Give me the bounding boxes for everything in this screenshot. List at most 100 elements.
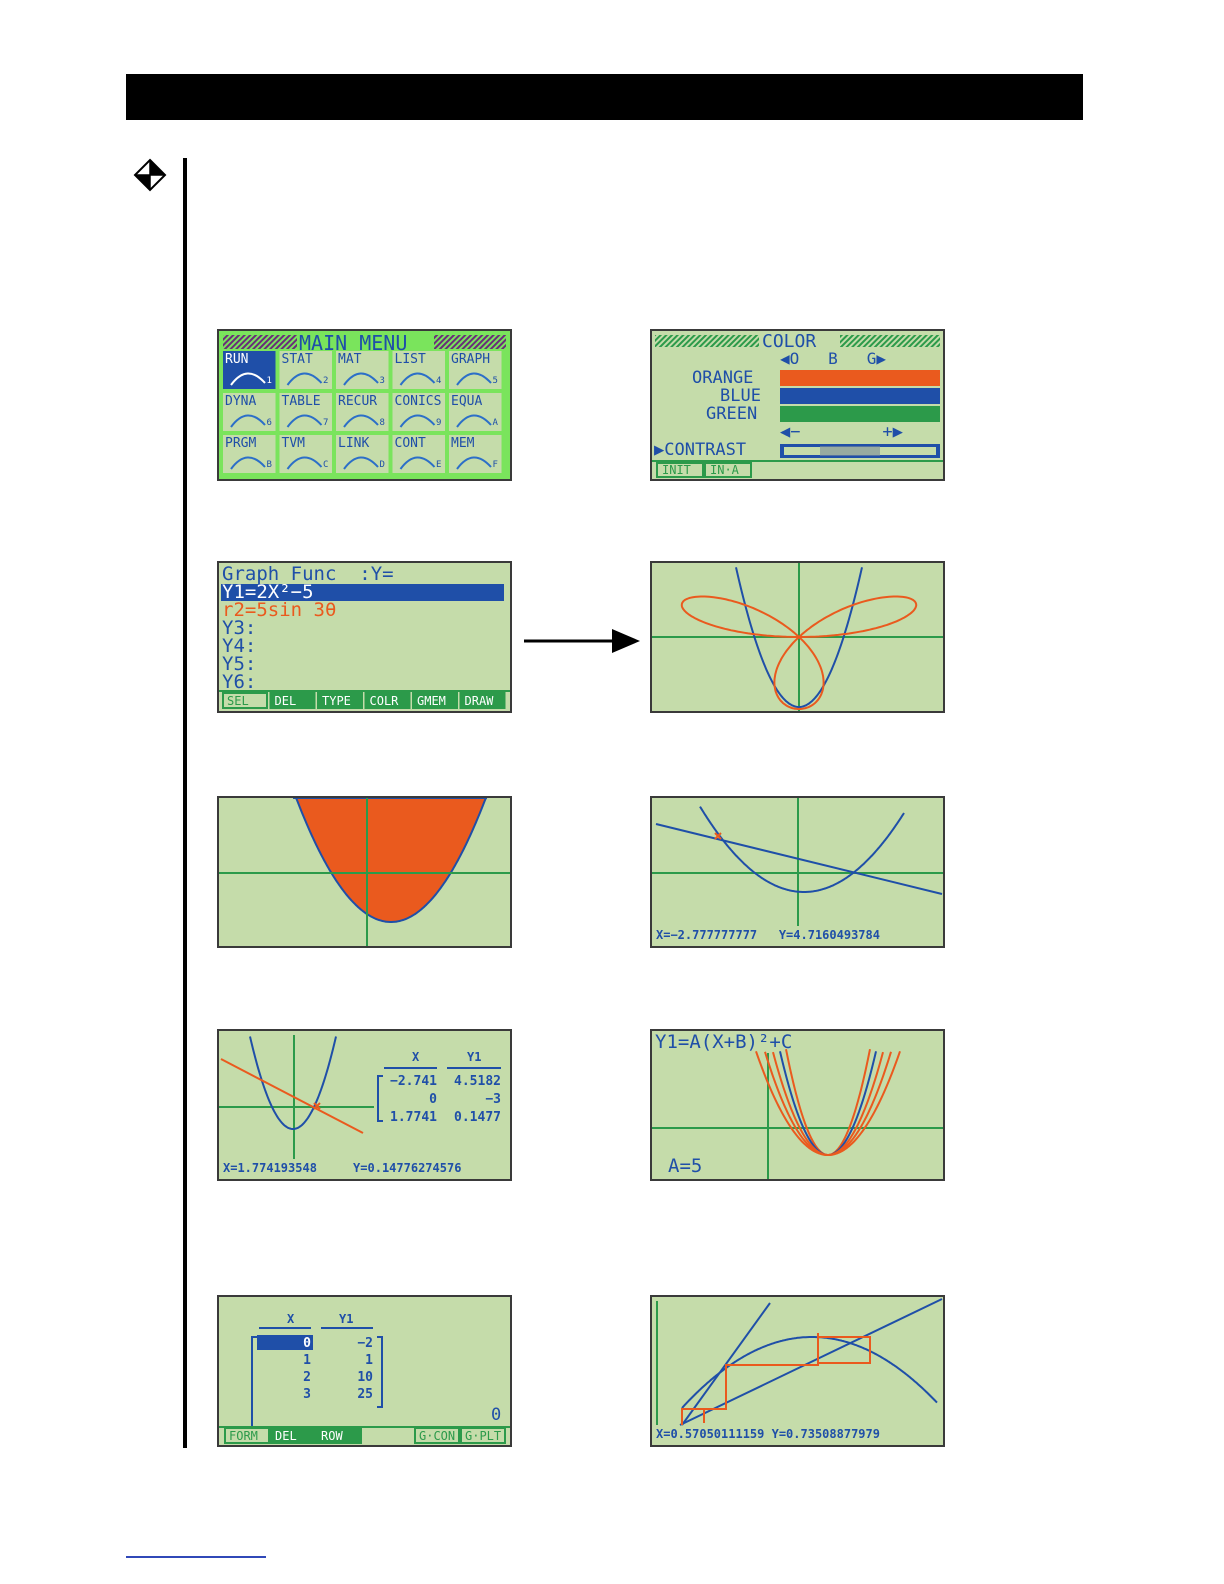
fkey-in-a[interactable]: IN·A: [710, 463, 739, 477]
fkey-init[interactable]: INIT: [662, 463, 691, 477]
web-readout: X=0.57050111159 Y=0.73508877979: [656, 1427, 880, 1441]
menu-key-tvm: C: [323, 460, 329, 470]
parabola-curve: [735, 567, 863, 708]
orange-label: ORANGE: [692, 368, 754, 388]
list-glyph-icon: [399, 372, 436, 386]
web-graph-screen: X=0.57050111159 Y=0.73508877979: [650, 1295, 945, 1447]
fkey-row[interactable]: ROW: [321, 1429, 343, 1443]
cont-glyph-icon: [399, 456, 436, 470]
run-glyph-icon: [230, 372, 266, 386]
recur-y-2: 10: [357, 1370, 373, 1385]
menu-label-mat: MAT: [338, 352, 362, 367]
table-col-x: X: [412, 1050, 420, 1064]
line-curve: [655, 823, 943, 895]
fkey-del[interactable]: DEL: [275, 1429, 297, 1443]
menu-label-mem: MEM: [451, 436, 475, 451]
recur-y-1: 1: [365, 1353, 373, 1368]
diamond-bullet-icon: [133, 158, 167, 192]
line-y-equals-x: [679, 1298, 943, 1426]
menu-key-prgm: B: [266, 460, 272, 470]
menu-key-conics: 9: [436, 418, 442, 428]
footer-link-line: [126, 1556, 266, 1558]
table-x-0: −2.741: [390, 1074, 437, 1089]
menu-key-stat: 2: [323, 376, 329, 386]
recur-x-2: 2: [303, 1370, 311, 1385]
equa-glyph-icon: [456, 414, 492, 428]
menu-key-dyna: 6: [266, 418, 272, 428]
stat-glyph-icon: [286, 372, 323, 386]
prgm-glyph-icon: [230, 456, 266, 470]
fkey-gcon[interactable]: G·CON: [419, 1429, 456, 1443]
trace-screen: X=−2.777777777 Y=4.7160493784: [650, 796, 945, 948]
func-y6[interactable]: Y6:: [222, 671, 257, 693]
menu-key-table: 7: [323, 418, 329, 428]
menu-key-mat: 3: [379, 376, 385, 386]
shaded-region: [293, 798, 487, 923]
fkey-gplt[interactable]: G·PLT: [465, 1429, 502, 1443]
fkey-draw[interactable]: DRAW: [464, 694, 494, 708]
graph-table-screen: X Y1 −2.741 4.5182 0 −3 1.7741 0.1477 X=…: [217, 1029, 512, 1181]
graph-table-readout: X=1.774193548 Y=0.14776274576: [223, 1161, 462, 1175]
color-title: COLOR: [762, 331, 817, 352]
table-x-1: 0: [429, 1092, 437, 1107]
func-y3[interactable]: Y3:: [222, 617, 257, 639]
mat-glyph-icon: [343, 372, 379, 386]
recur-x-1: 1: [303, 1353, 311, 1368]
blue-bar: [780, 388, 940, 404]
contrast-label: ▶CONTRAST: [654, 440, 747, 460]
rose-curve: [680, 595, 918, 710]
menu-key-equa: A: [492, 418, 498, 428]
menu-label-equa: EQUA: [451, 394, 483, 409]
recursion-curve: [681, 1336, 938, 1409]
recur-col-y1: Y1: [339, 1312, 354, 1326]
fkey-type[interactable]: TYPE: [322, 694, 351, 708]
graph-glyph-icon: [456, 372, 492, 386]
menu-hatch-left: [223, 335, 297, 349]
menu-label-table: TABLE: [281, 394, 321, 409]
menu-key-mem: F: [492, 460, 498, 470]
dynamic-curve-4: [755, 1050, 901, 1156]
recur-x-0: 0: [303, 1336, 311, 1351]
fkey-gmem[interactable]: GMEM: [417, 694, 446, 708]
menu-label-list: LIST: [394, 352, 426, 367]
table-glyph-icon: [286, 414, 323, 428]
graph-func-header: Graph Func :Y=: [222, 563, 394, 585]
line-curve: [220, 1058, 364, 1134]
dynamic-graph-screen: Y1=A(X+B)²+C A=5: [650, 1029, 945, 1181]
func-y1[interactable]: Y1=2X²−5: [222, 581, 314, 603]
trace-cursor: [714, 832, 722, 840]
color-setting-screen: COLOR ◀O B G▶ ORANGE BLUE GREEN ◀− +▶ ▶C…: [650, 329, 945, 481]
menu-label-link: LINK: [338, 436, 370, 451]
link-glyph-icon: [343, 456, 379, 470]
conics-glyph-icon: [399, 414, 436, 428]
fkey-sel[interactable]: SEL: [227, 694, 249, 708]
func-y5[interactable]: Y5:: [222, 653, 257, 675]
recursion-table-screen: X Y1 0 −2 1 1 2 10 3 25 0 FORM DEL ROW G·CON G·PLT: [217, 1295, 512, 1447]
menu-label-run: RUN: [225, 352, 249, 367]
tvm-glyph-icon: [286, 456, 323, 470]
dynamic-formula: Y1=A(X+B)²+C: [655, 1031, 793, 1053]
blue-label: BLUE: [720, 386, 761, 406]
menu-label-cont: CONT: [394, 436, 426, 451]
contrast-slider-thumb: [820, 446, 880, 456]
green-label: GREEN: [706, 404, 758, 424]
menu-label-conics: CONICS: [394, 394, 442, 409]
fkey-form[interactable]: FORM: [229, 1429, 258, 1443]
func-r2[interactable]: r2=5sin 3θ: [222, 599, 337, 621]
fkey-del[interactable]: DEL: [274, 694, 297, 708]
menu-label-stat: STAT: [281, 352, 313, 367]
shaded-inequality-screen: [217, 796, 512, 948]
fkey-colr[interactable]: COLR: [369, 694, 399, 708]
mem-glyph-icon: [456, 456, 492, 470]
recur-y-0: −2: [357, 1336, 373, 1351]
menu-label-graph: GRAPH: [451, 352, 491, 367]
dyna-glyph-icon: [230, 414, 266, 428]
func-y4[interactable]: Y4:: [222, 635, 257, 657]
parabola-curve: [699, 806, 905, 893]
table-col-y1: Y1: [467, 1050, 482, 1064]
table-cursor: [257, 1335, 313, 1350]
menu-key-run: 1: [266, 376, 272, 386]
parabola-curve: [249, 1036, 337, 1130]
graph-func-screen: Graph Func :Y= Y1=2X²−5 r2=5sin 3θ Y3: Y…: [217, 561, 512, 713]
menu-hatch-right: [434, 335, 506, 349]
